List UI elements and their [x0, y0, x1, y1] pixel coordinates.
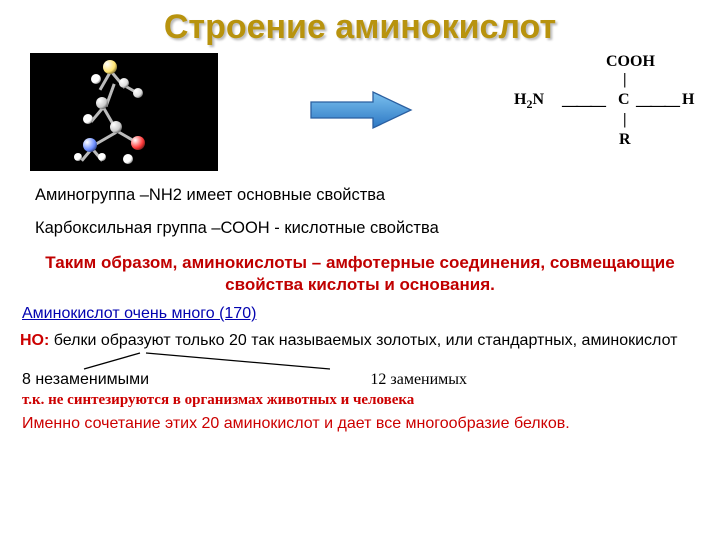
- conclusion-text: Таким образом, аминокислоты – амфотерные…: [35, 252, 685, 295]
- replaceable-label: 12 заменимых: [370, 371, 692, 389]
- molecule-3d-figure: [30, 53, 218, 171]
- fork-lines-icon: [80, 351, 720, 371]
- but-paragraph: НО: белки образуют только 20 так называе…: [20, 331, 692, 351]
- property-carboxyl: Карбоксильная группа –СООН - кислотные с…: [35, 218, 692, 239]
- property-amino: Аминогруппа –NH2 имеет основные свойства: [35, 185, 692, 206]
- final-text: Именно сочетание этих 20 аминокислот и д…: [22, 415, 692, 433]
- formula-c: C: [618, 91, 630, 109]
- structural-formula: COOH | H2N ——— C ——— H | R: [506, 53, 680, 171]
- count-text: Аминокислот очень много (170): [22, 305, 692, 323]
- page-title: Строение аминокислот: [0, 0, 720, 47]
- essential-label: 8 незаменимыми: [22, 371, 370, 389]
- figure-row: COOH | H2N ——— C ——— H | R: [30, 53, 680, 171]
- formula-r: R: [619, 131, 631, 149]
- arrow-icon: [307, 88, 417, 137]
- but-label: НО:: [20, 332, 49, 349]
- formula-cooh: COOH: [606, 53, 655, 71]
- formula-h2n-n: N: [532, 91, 544, 108]
- formula-h2n-h: H: [514, 91, 526, 108]
- reason-text: т.к. не синтезируются в организмах живот…: [22, 391, 692, 409]
- split-row: 8 незаменимыми 12 заменимых: [22, 371, 692, 389]
- but-text: белки образуют только 20 так называемых …: [49, 332, 677, 349]
- formula-h: H: [682, 91, 694, 109]
